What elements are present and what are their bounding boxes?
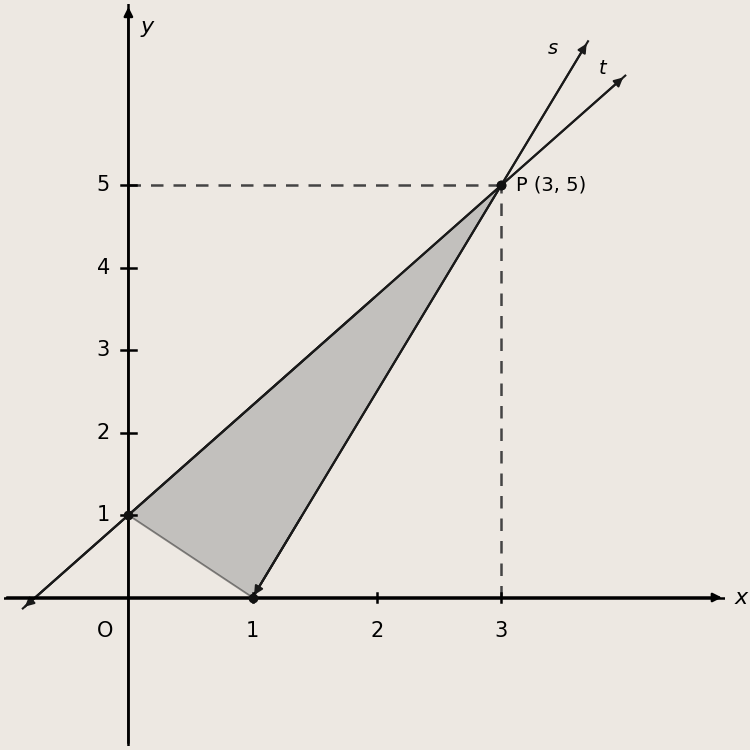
Text: O: O [97,620,113,640]
Text: y: y [141,16,154,37]
Text: P (3, 5): P (3, 5) [516,176,586,195]
Text: t: t [599,59,607,78]
Text: 1: 1 [246,620,259,640]
Polygon shape [128,185,501,598]
Text: 2: 2 [97,423,109,442]
Text: 5: 5 [97,176,109,196]
Text: s: s [548,39,558,58]
Text: x: x [735,587,748,608]
Text: 1: 1 [97,505,109,525]
Text: 3: 3 [97,340,109,360]
Text: 3: 3 [494,620,508,640]
Text: 2: 2 [370,620,383,640]
Text: 4: 4 [97,258,109,278]
